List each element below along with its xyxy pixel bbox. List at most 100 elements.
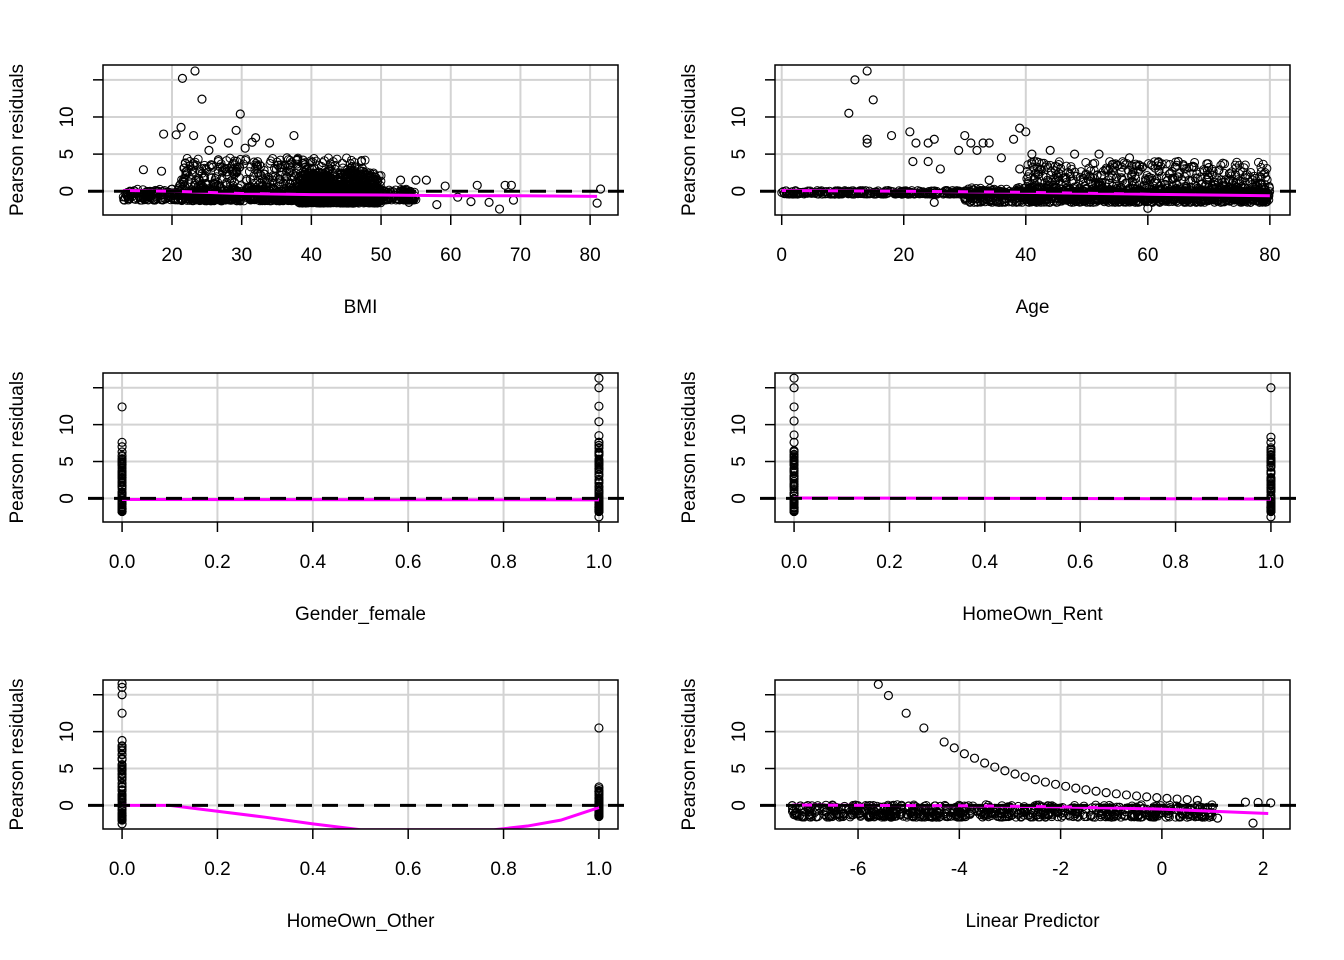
data-point [366,176,376,186]
data-point [966,138,976,148]
data-point [129,194,139,204]
data-point [594,483,604,493]
data-point [789,437,799,447]
data-point [1266,383,1276,393]
data-point [500,180,510,190]
data-point [1219,168,1229,178]
data-point [117,454,127,464]
data-point [594,373,604,383]
data-point [307,192,317,202]
data-point [1122,159,1132,169]
data-point [1076,175,1086,185]
data-point [125,194,135,204]
data-point [355,197,365,207]
data-point [356,157,366,167]
data-point [305,172,315,182]
data-point [1188,175,1198,185]
data-point [255,169,265,179]
data-point [411,175,421,185]
data-point [789,430,799,440]
data-point [299,197,309,207]
data-point [1104,166,1114,176]
data-point [319,156,329,166]
data-point [210,175,220,185]
data-point [1018,195,1028,205]
data-point [117,442,127,452]
data-point [1090,194,1100,204]
data-point [117,789,127,799]
data-point [311,171,321,181]
data-point [1141,174,1151,184]
data-point [252,160,262,170]
data-point [351,173,361,183]
data-point [204,145,214,155]
data-point [1039,197,1049,207]
y-axis-title: Pearson residuals [679,371,700,523]
data-point [212,194,222,204]
data-point [182,166,192,176]
data-point [909,188,919,198]
data-point [193,154,203,164]
y-tick-label: 0 [57,186,78,197]
x-tick-label: 1.0 [1258,552,1284,573]
data-point [157,195,167,205]
data-point [594,486,604,496]
x-axis-title: HomeOwn_Rent [962,604,1103,625]
data-point [345,165,355,176]
data-point [230,167,240,177]
data-point [1015,164,1025,174]
data-point [1260,168,1270,178]
data-point [117,772,127,782]
data-point [827,188,837,198]
data-point [1014,197,1024,207]
x-tick-label: 50 [370,245,391,266]
data-point [1266,512,1276,522]
y-tick-label: 10 [57,414,78,435]
data-point [117,458,127,468]
data-point [1230,160,1240,170]
data-point [1111,174,1121,184]
data-point [289,130,299,141]
data-point [594,417,604,427]
data-point [240,143,250,153]
data-point [281,176,291,186]
data-point [1266,458,1276,468]
data-point [996,153,1006,163]
data-point [1040,162,1050,172]
plot-frame [774,372,1291,523]
panel-4: 0.0 0.2 0.4 0.6 0.8 1.00510HomeOwn_RentPearso… [679,371,1305,625]
data-point [197,94,207,104]
data-point [191,175,201,185]
data-point [292,155,302,165]
data-point [246,195,256,205]
x-axis-title: BMI [344,297,378,318]
data-point [298,180,308,190]
data-point [357,163,367,173]
data-point [1127,176,1137,186]
data-point [235,109,245,119]
data-point [251,133,261,143]
data-point [313,198,323,208]
data-point [156,166,167,176]
data-point [208,162,218,172]
data-point [1132,196,1142,206]
data-point [327,197,337,207]
data-point [1027,159,1037,169]
data-point [1266,437,1276,447]
data-point [229,170,239,180]
data-point [1051,170,1061,180]
data-point [1261,172,1271,182]
data-point [1143,203,1153,213]
data-point [342,153,352,163]
data-point [117,468,127,478]
data-point [850,75,860,85]
data-point [1138,162,1148,172]
data-point [1045,145,1055,155]
data-point [868,95,878,105]
data-point [1150,157,1160,167]
data-point [1088,159,1098,169]
data-point [1180,184,1190,194]
data-point [197,164,207,174]
data-point [1045,160,1055,170]
